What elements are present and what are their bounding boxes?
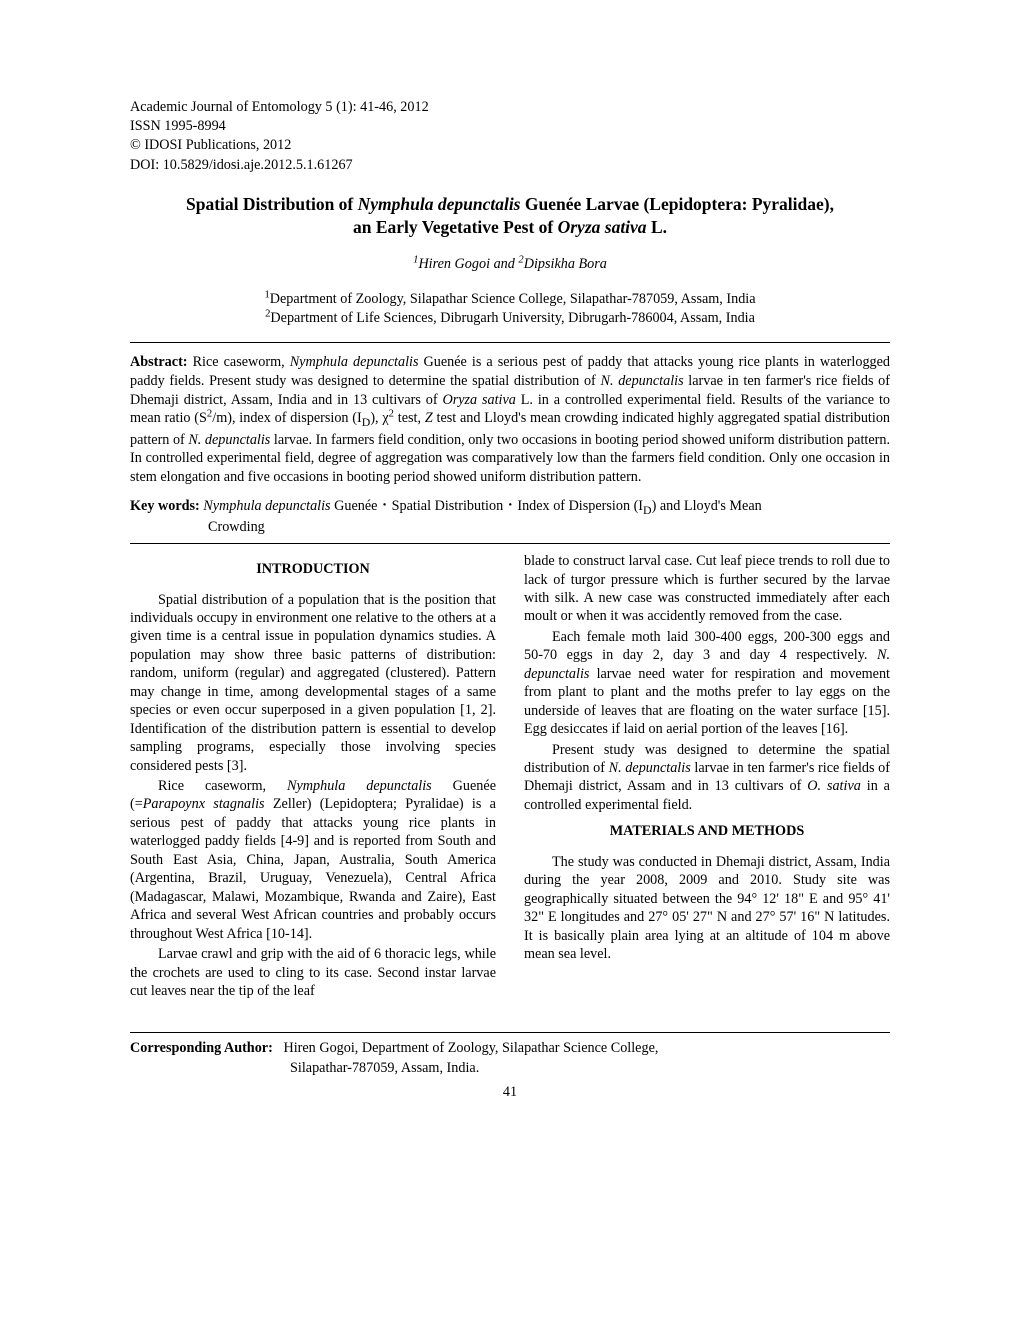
footer-block: Corresponding Author: Hiren Gogoi, Depar… — [130, 1032, 890, 1101]
journal-line: © IDOSI Publications, 2012 — [130, 136, 890, 155]
body-paragraph: Spatial distribution of a population tha… — [130, 591, 496, 776]
affil-text: Department of Zoology, Silapathar Scienc… — [270, 291, 756, 307]
section-heading: MATERIALS AND METHODS — [524, 822, 890, 840]
divider — [130, 342, 890, 343]
divider — [130, 543, 890, 544]
keywords-label: Key words: — [130, 498, 203, 514]
affil-text: Department of Life Sciences, Dibrugarh U… — [270, 310, 754, 326]
abstract-text: Rice caseworm, Nymphula depunctalis Guen… — [130, 354, 890, 485]
corresponding-text: Silapathar-787059, Assam, India. — [130, 1059, 890, 1078]
authors-line: 1Hiren Gogoi and 2Dipsikha Bora — [130, 256, 890, 274]
title-text: Guenée Larvae (Lepidoptera: Pyralidae), — [521, 194, 835, 214]
corresponding-text: Hiren Gogoi, Department of Zoology, Sila… — [283, 1040, 658, 1056]
body-paragraph: Each female moth laid 300-400 eggs, 200-… — [524, 628, 890, 739]
affiliation-line: 1Department of Zoology, Silapathar Scien… — [130, 290, 890, 309]
journal-line: ISSN 1995-8994 — [130, 117, 890, 136]
abstract-label: Abstract: — [130, 354, 193, 370]
title-species: Nymphula depunctalis — [358, 194, 521, 214]
page-number: 41 — [130, 1084, 890, 1102]
keywords-block: Key words: Nymphula depunctalis Guenée ･… — [130, 497, 890, 537]
body-paragraph: blade to construct larval case. Cut leaf… — [524, 552, 890, 626]
divider — [130, 1032, 890, 1033]
body-columns: INTRODUCTION Spatial distribution of a p… — [130, 552, 890, 1002]
left-column: INTRODUCTION Spatial distribution of a p… — [130, 552, 496, 1002]
body-paragraph: Present study was designed to determine … — [524, 741, 890, 815]
author-name: Dipsikha Bora — [524, 256, 607, 272]
keywords-text: Nymphula depunctalis Guenée ･ Spatial Di… — [203, 498, 761, 514]
corresponding-label: Corresponding Author: — [130, 1040, 273, 1056]
right-column: blade to construct larval case. Cut leaf… — [524, 552, 890, 1002]
keywords-text: Crowding — [130, 518, 890, 537]
title-text: an Early Vegetative Pest of — [353, 217, 558, 237]
affiliation-line: 2Department of Life Sciences, Dibrugarh … — [130, 309, 890, 328]
article-title: Spatial Distribution of Nymphula depunct… — [130, 193, 890, 240]
affiliations: 1Department of Zoology, Silapathar Scien… — [130, 290, 890, 328]
body-paragraph: Rice caseworm, Nymphula depunctalis Guen… — [130, 777, 496, 943]
title-text: Spatial Distribution of — [186, 194, 358, 214]
body-paragraph: The study was conducted in Dhemaji distr… — [524, 853, 890, 964]
journal-line: Academic Journal of Entomology 5 (1): 41… — [130, 98, 890, 117]
corresponding-author: Corresponding Author: Hiren Gogoi, Depar… — [130, 1039, 890, 1077]
section-heading: INTRODUCTION — [130, 560, 496, 578]
body-paragraph: Larvae crawl and grip with the aid of 6 … — [130, 945, 496, 1000]
title-species: Oryza sativa — [558, 217, 647, 237]
journal-header: Academic Journal of Entomology 5 (1): 41… — [130, 98, 890, 175]
author-name: Hiren Gogoi and — [418, 256, 518, 272]
journal-line: DOI: 10.5829/idosi.aje.2012.5.1.61267 — [130, 156, 890, 175]
abstract-block: Abstract: Rice caseworm, Nymphula depunc… — [130, 353, 890, 487]
title-text: L. — [647, 217, 667, 237]
